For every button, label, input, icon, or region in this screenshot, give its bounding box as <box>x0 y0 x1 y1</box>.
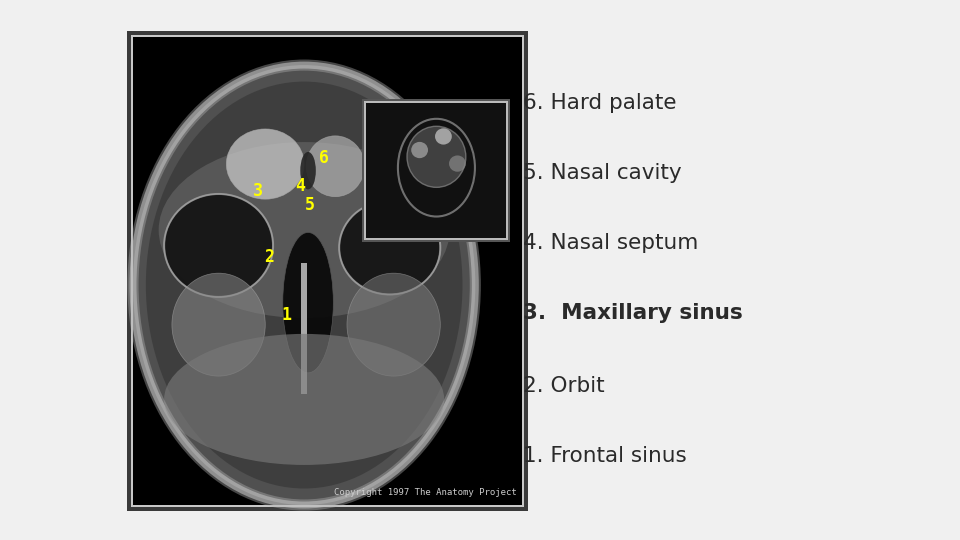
Ellipse shape <box>227 129 304 199</box>
Ellipse shape <box>133 65 475 505</box>
Ellipse shape <box>146 82 463 489</box>
Text: 1: 1 <box>281 307 292 325</box>
Bar <box>127 31 528 511</box>
Ellipse shape <box>283 232 333 373</box>
Ellipse shape <box>164 194 273 297</box>
Ellipse shape <box>411 142 428 158</box>
Bar <box>362 98 511 242</box>
Bar <box>365 100 509 240</box>
Text: 6. Hard palate: 6. Hard palate <box>523 92 677 113</box>
Ellipse shape <box>339 201 441 294</box>
Text: 5. Nasal cavity: 5. Nasal cavity <box>523 163 682 183</box>
Text: Copyright 1997 The Anatomy Project: Copyright 1997 The Anatomy Project <box>334 488 517 497</box>
Ellipse shape <box>300 152 316 190</box>
Text: 5: 5 <box>305 195 315 213</box>
Text: 4: 4 <box>296 177 305 195</box>
Bar <box>301 263 307 394</box>
Ellipse shape <box>435 129 452 145</box>
Text: 2. Orbit: 2. Orbit <box>523 376 605 396</box>
Text: 6: 6 <box>319 148 328 167</box>
Text: 4. Nasal septum: 4. Nasal septum <box>523 233 699 253</box>
Bar <box>133 37 522 505</box>
Text: 1. Frontal sinus: 1. Frontal sinus <box>523 446 687 467</box>
Text: 2: 2 <box>264 248 275 266</box>
Text: 3.  Maxillary sinus: 3. Maxillary sinus <box>523 303 743 323</box>
Ellipse shape <box>347 273 441 376</box>
Ellipse shape <box>449 156 466 172</box>
Ellipse shape <box>407 126 466 187</box>
Ellipse shape <box>164 334 444 465</box>
Bar <box>367 103 507 238</box>
Ellipse shape <box>306 136 365 197</box>
Ellipse shape <box>158 142 449 318</box>
Ellipse shape <box>172 273 265 376</box>
Bar <box>131 35 524 507</box>
Text: 3: 3 <box>252 183 262 200</box>
